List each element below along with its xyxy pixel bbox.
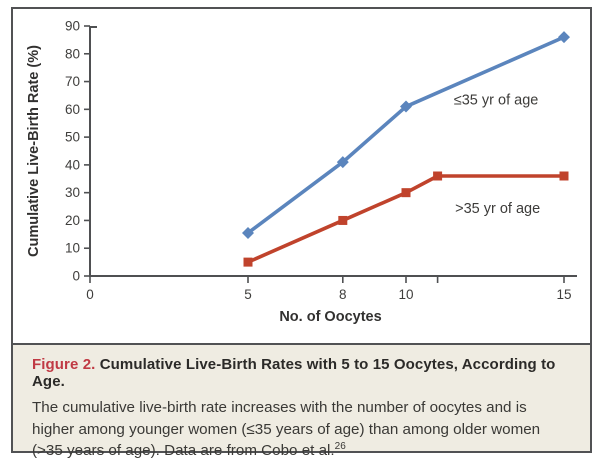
- series-marker-square: [401, 188, 411, 198]
- figure-panel: 0 10 20 30 40 50 60 70 80 90 0 5 8 10 15 ≤35 yr of age >…: [11, 7, 592, 459]
- series-label-0: ≤35 yr of age: [454, 93, 539, 109]
- figure-label: Figure 2.: [32, 356, 96, 373]
- x-tick-label: 0: [86, 287, 94, 302]
- series-marker-square: [433, 171, 443, 181]
- y-axis-title: Cumulative Live-Birth Rate (%): [26, 45, 42, 257]
- x-axis-title: No. of Oocytes: [279, 309, 381, 325]
- x-tick-label: 15: [556, 287, 571, 302]
- series-label-1: >35 yr of age: [455, 201, 540, 217]
- figure-caption-title: Figure 2. Cumulative Live-Birth Rates wi…: [32, 356, 571, 390]
- y-tick-label: 0: [72, 269, 80, 284]
- y-tick-label: 90: [65, 19, 80, 34]
- series-marker-square: [559, 171, 569, 181]
- y-tick-label: 50: [65, 130, 80, 145]
- figure-caption: Figure 2. Cumulative Live-Birth Rates wi…: [13, 343, 590, 459]
- series-marker-square: [338, 215, 348, 225]
- figure-title: Cumulative Live-Birth Rates with 5 to 15…: [32, 356, 556, 390]
- y-tick-label: 60: [65, 102, 80, 117]
- y-tick-label: 10: [65, 241, 80, 256]
- series-marker-diamond: [558, 31, 570, 44]
- series-marker-diamond: [242, 226, 254, 239]
- chart-area: 0 10 20 30 40 50 60 70 80 90 0 5 8 10 15 ≤35 yr of age >…: [13, 9, 590, 343]
- line-chart: 0 10 20 30 40 50 60 70 80 90 0 5 8 10 15 ≤35 yr of age >…: [26, 19, 577, 325]
- series-marker-diamond: [400, 100, 412, 113]
- x-tick-label: 10: [398, 287, 413, 302]
- reference-superscript: 26: [334, 441, 346, 453]
- y-tick-label: 30: [65, 185, 80, 200]
- x-tick-label: 8: [339, 287, 347, 302]
- caption-sentence: The cumulative live-birth rate increases…: [32, 399, 541, 460]
- y-tick-label: 70: [65, 74, 80, 89]
- x-tick-label: 5: [244, 287, 252, 302]
- y-tick-label: 80: [65, 46, 80, 61]
- figure-caption-text: The cumulative live-birth rate increases…: [32, 397, 571, 462]
- series-marker-diamond: [336, 156, 349, 169]
- y-tick-label: 40: [65, 157, 80, 172]
- series-line-0: [246, 35, 566, 235]
- y-tick-label: 20: [65, 213, 80, 228]
- series-marker-square: [243, 257, 253, 267]
